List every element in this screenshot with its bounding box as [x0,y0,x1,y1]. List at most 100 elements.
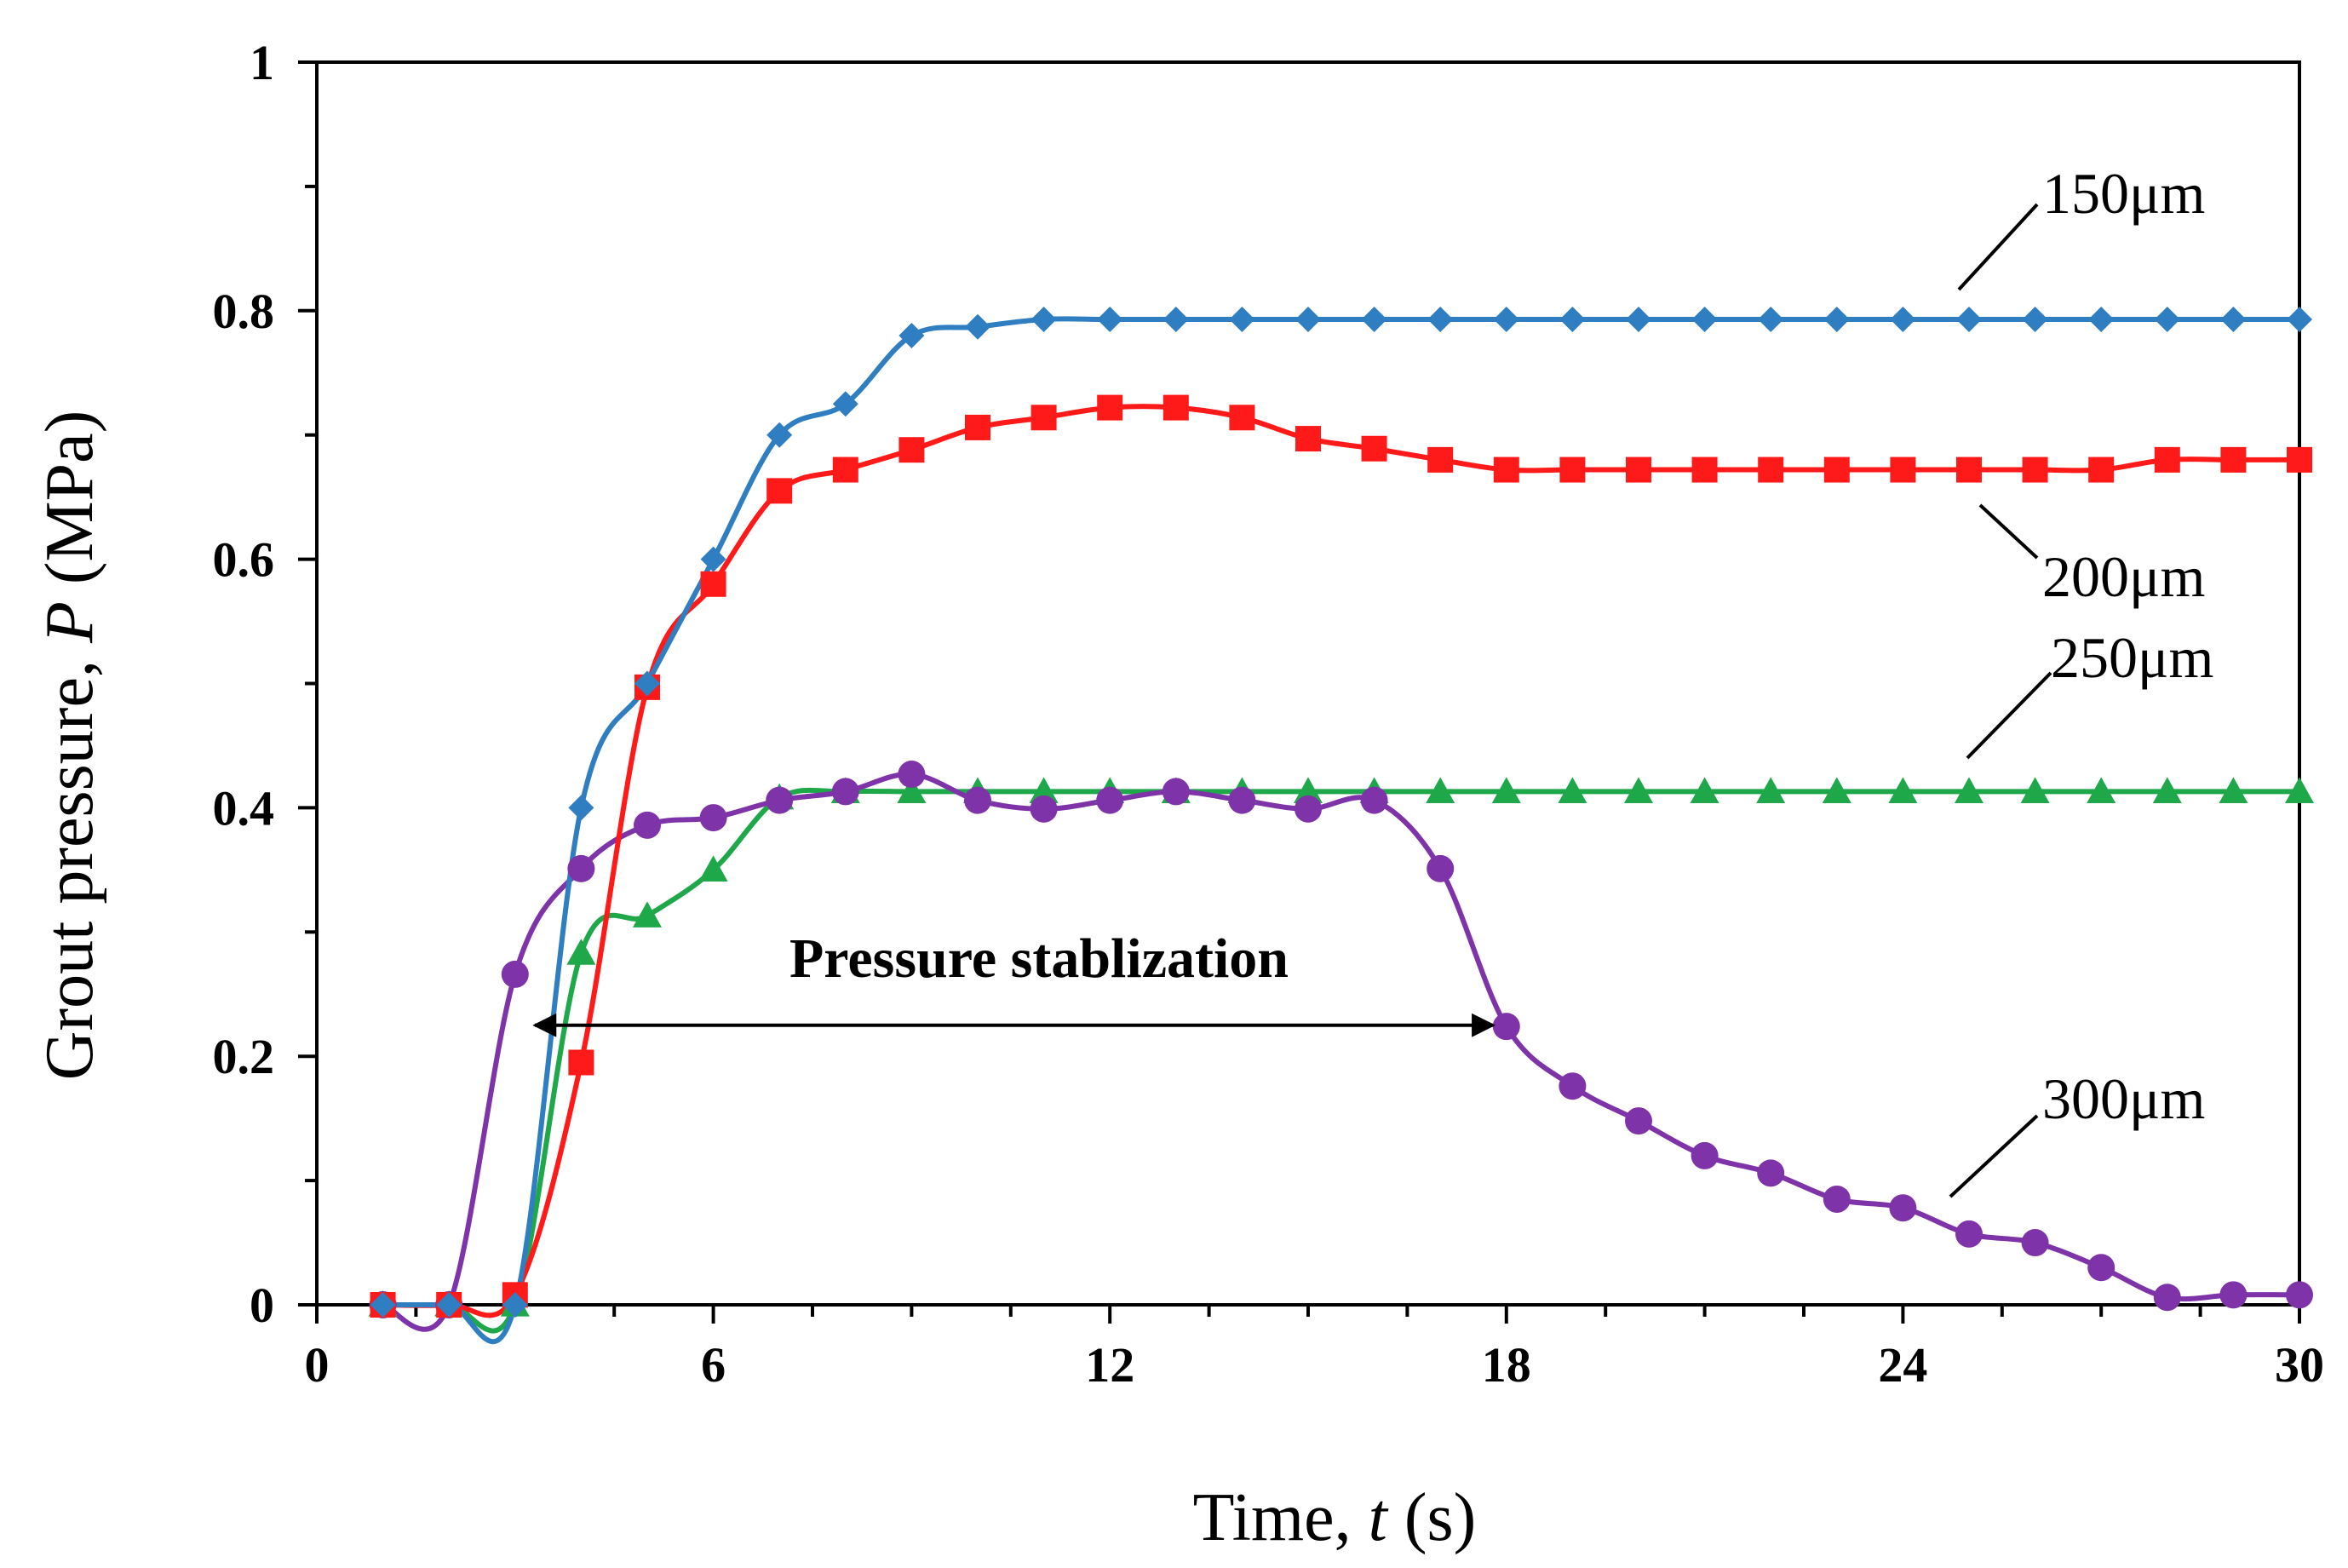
marker-diamond [2220,307,2247,333]
marker-square [898,437,925,463]
x-tick-label: 6 [701,1337,726,1393]
marker-square [766,478,793,504]
marker-diamond [2088,307,2115,333]
marker-diamond [568,795,594,821]
leader-line-300 [1949,1114,2039,1198]
marker-circle [501,960,529,988]
marker-triangle [1294,777,1323,804]
series-label-300-text: 300μm [2042,1066,2205,1131]
marker-circle [1823,1185,1851,1213]
marker-circle [1030,795,1058,823]
series-label-250-text: 250μm [2051,625,2213,690]
series-label-200-text: 200μm [2042,544,2205,609]
marker-circle [1162,778,1190,806]
marker-triangle [1690,777,1719,804]
marker-triangle [2285,777,2314,804]
marker-diamond [1823,307,1850,333]
marker-circle [1691,1141,1719,1169]
marker-diamond [832,391,858,417]
series-lines [382,316,2300,1345]
series-line-square [382,404,2299,1318]
marker-square [1956,457,1982,483]
marker-circle [1427,854,1455,882]
marker-diamond [634,670,660,697]
x-axis-title: Time, t (s) [1193,1480,1477,1555]
marker-triangle [1029,777,1059,804]
marker-circle [2153,1284,2181,1312]
series-label-200: 200μm [1978,503,2205,609]
series-line-circle [382,772,2300,1332]
marker-square [700,571,726,597]
marker-square [1097,394,1123,421]
marker-square [1691,457,1718,483]
marker-square [1823,457,1850,483]
plot-frame [315,60,2301,1307]
marker-diamond [1097,307,1123,333]
marker-diamond [1758,307,1784,333]
marker-triangle [1624,777,1653,804]
marker-diamond [1295,307,1321,333]
marker-square [1163,394,1189,421]
marker-triangle [2087,777,2116,804]
marker-triangle [1491,777,1521,804]
marker-diamond [1030,307,1057,333]
marker-diamond [1626,307,1651,333]
marker-circle [964,786,991,814]
marker-diamond [1361,307,1387,333]
y-tick-label: 0.8 [213,284,275,339]
marker-diamond [766,422,793,448]
marker-square [1493,457,1519,483]
y-axis-ticks: 0 0.2 0.4 0.6 0.8 1 [213,35,317,1333]
series-label-300: 300μm [1949,1066,2205,1198]
marker-circle [2219,1281,2248,1309]
marker-square [2154,446,2180,473]
marker-square [1295,426,1321,452]
x-tick-label: 30 [2275,1337,2324,1393]
marker-circle [1295,795,1322,823]
marker-square [1361,435,1387,462]
marker-triangle [1955,777,1983,804]
marker-triangle [1558,777,1587,804]
marker-diamond [2022,307,2048,333]
leader-line-200 [1978,503,2039,560]
y-tick-label: 1 [250,35,274,90]
marker-circle [1757,1159,1785,1187]
series-line-triangle [382,787,2299,1334]
marker-circle [2087,1254,2115,1282]
y-tick-label: 0.6 [213,532,275,588]
marker-triangle [633,901,662,928]
marker-circle [1096,786,1124,814]
marker-diamond [1163,307,1189,333]
marker-square [1758,457,1784,483]
marker-diamond [1559,307,1586,333]
marker-square [1559,457,1586,483]
marker-diamond [436,1292,462,1318]
leader-line-150 [1957,203,2039,291]
x-tick-label: 24 [1878,1337,1927,1393]
marker-diamond [370,1292,396,1318]
marker-square [1890,457,1916,483]
marker-square [1030,405,1057,431]
marker-triangle [1888,777,1918,804]
marker-diamond [1890,307,1916,333]
marker-circle [1559,1072,1587,1100]
marker-circle [1625,1107,1652,1135]
marker-diamond [700,546,726,572]
marker-square [832,457,858,483]
marker-circle [634,811,661,839]
marker-diamond [2154,307,2180,333]
marker-circle [1228,786,1256,814]
marker-square [1427,446,1454,473]
marker-circle [1955,1220,1983,1248]
marker-diamond [2287,307,2312,333]
marker-diamond [1427,307,1454,333]
marker-diamond [1691,307,1718,333]
marker-square [568,1049,594,1076]
marker-triangle [1426,777,1455,804]
series-markers [368,307,2314,1318]
x-axis-ticks: 0 6 12 18 24 30 [305,1305,2324,1393]
marker-square [965,414,990,440]
marker-triangle [2020,777,2050,804]
marker-circle [1889,1194,1917,1222]
